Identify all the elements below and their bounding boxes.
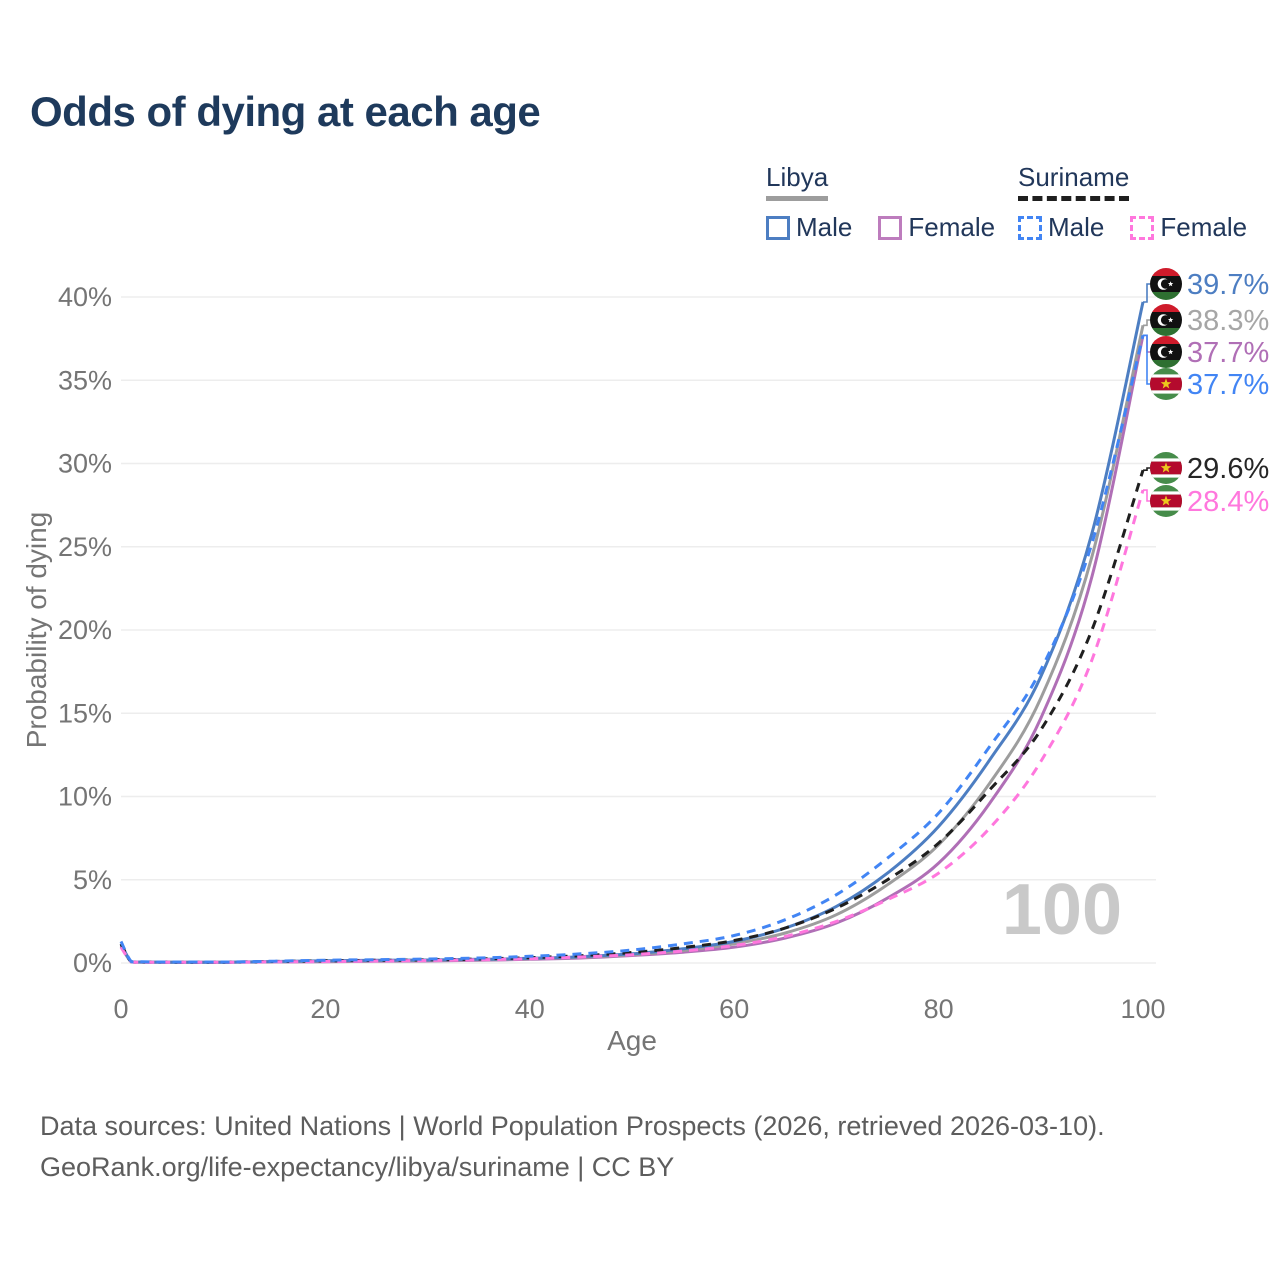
legend-libya-title: Libya: [766, 162, 829, 192]
end-label-suriname: 29.6%: [1187, 453, 1269, 485]
end-label-connector: [1143, 319, 1150, 327]
y-tick-label: 20%: [58, 615, 112, 645]
libya-female-swatch-icon: [878, 215, 903, 240]
end-label-libya-male: 39.7%: [1187, 269, 1269, 301]
page-title: Odds of dying at each age: [30, 88, 541, 135]
series-line-suriname-male: [119, 334, 1145, 964]
legend-group-libya: Libya Male Female: [766, 162, 995, 243]
y-tick-label: 5%: [73, 865, 112, 895]
end-label-suriname-male: 37.7%: [1187, 369, 1269, 401]
y-tick-label: 10%: [58, 782, 112, 812]
x-tick-label: 100: [1120, 994, 1165, 1024]
end-label-connector: [1143, 283, 1150, 303]
end-label-connector: [1143, 334, 1150, 385]
footer: Data sources: United Nations | World Pop…: [40, 1106, 1105, 1188]
y-tick-label: 35%: [58, 365, 112, 395]
age-watermark: 100: [1001, 870, 1122, 950]
x-tick-label: 40: [515, 994, 545, 1024]
y-tick-label: 0%: [73, 948, 112, 978]
x-tick-label: 0: [113, 994, 128, 1024]
end-label-libya-female: 37.7%: [1187, 337, 1269, 369]
legend-item-libya-male: Male: [766, 212, 852, 243]
y-tick-label: 25%: [58, 532, 112, 562]
suriname-male-swatch-icon: [1018, 215, 1042, 240]
series-line-suriname: [119, 469, 1145, 964]
end-label-connector: [1143, 467, 1150, 471]
x-tick-label: 60: [719, 994, 749, 1024]
series-line-libya-female: [119, 334, 1145, 964]
end-label-libya: 38.3%: [1187, 305, 1269, 337]
data-sources-text: Data sources: United Nations | World Pop…: [40, 1111, 1105, 1141]
legend-item-suriname-male: Male: [1018, 212, 1104, 243]
legend-label: Male: [796, 212, 853, 242]
suriname-flag-icon: [1150, 452, 1182, 484]
legend-item-suriname-female: Female: [1130, 212, 1247, 243]
x-axis-title: Age: [607, 1025, 657, 1056]
legend-label: Female: [1160, 212, 1248, 242]
legend-label: Male: [1048, 212, 1105, 242]
legend-suriname-header: Suriname: [1018, 162, 1130, 201]
series-line-libya: [119, 324, 1145, 964]
x-tick-label: 80: [924, 994, 954, 1024]
attribution-text: GeoRank.org/life-expectancy/libya/surina…: [40, 1152, 675, 1182]
legend-suriname-title: Suriname: [1018, 162, 1130, 192]
end-label-connector: [1143, 489, 1150, 502]
y-tick-label: 40%: [58, 282, 112, 312]
legend-item-libya-female: Female: [878, 212, 995, 243]
suriname-flag-icon: [1150, 368, 1182, 400]
legend-suriname-line-swatch: [1018, 196, 1130, 201]
legend-libya-header: Libya: [766, 162, 829, 201]
legend-group-suriname: Suriname Male Female: [1018, 162, 1247, 243]
series-line-libya-male: [119, 301, 1145, 964]
libya-flag-icon: [1150, 304, 1182, 336]
legend-label: Female: [908, 212, 996, 242]
libya-flag-icon: [1150, 336, 1182, 368]
x-tick-label: 20: [310, 994, 340, 1024]
series-line-suriname-female: [119, 489, 1145, 964]
end-label-suriname-female: 28.4%: [1187, 486, 1269, 518]
y-tick-label: 30%: [58, 449, 112, 479]
libya-flag-icon: [1150, 268, 1182, 300]
y-axis-title: Probability of dying: [21, 512, 52, 749]
suriname-flag-icon: [1150, 485, 1182, 517]
libya-male-swatch-icon: [766, 215, 790, 240]
suriname-female-swatch-icon: [1130, 215, 1155, 240]
legend-libya-line-swatch: [766, 196, 829, 201]
y-tick-label: 15%: [58, 698, 112, 728]
